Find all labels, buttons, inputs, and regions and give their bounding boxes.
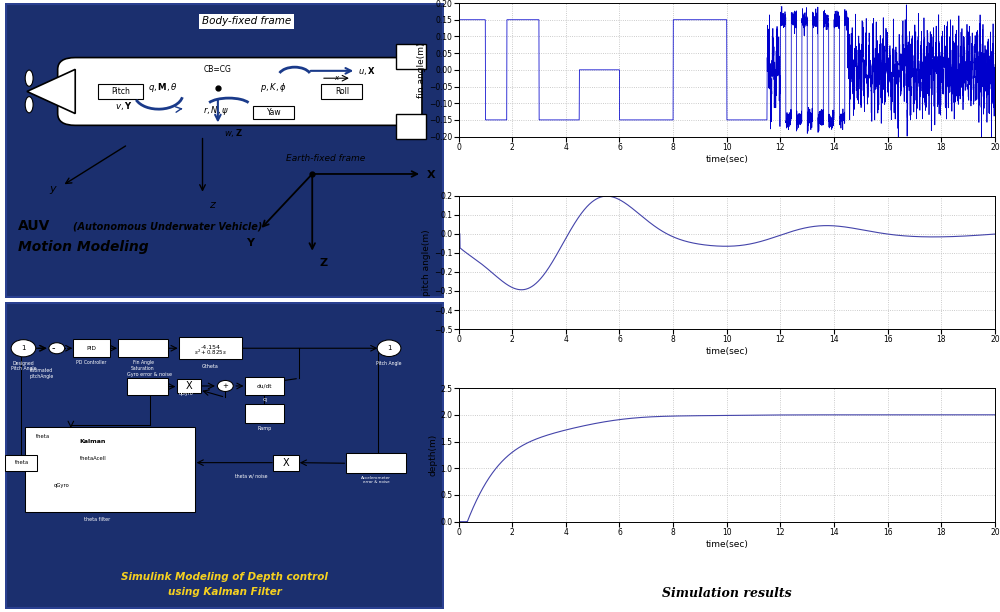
Text: Ramp: Ramp [257, 426, 272, 431]
FancyBboxPatch shape [73, 339, 110, 357]
Text: -4.154: -4.154 [200, 345, 220, 351]
Text: Designed
Pitch Angle: Designed Pitch Angle [11, 360, 36, 371]
Text: Motion Modeling: Motion Modeling [18, 239, 149, 253]
Text: $\mathbf{X}$: $\mathbf{X}$ [426, 168, 437, 180]
Text: PID: PID [87, 346, 97, 351]
FancyBboxPatch shape [273, 455, 299, 471]
Text: $r, N, \psi$: $r, N, \psi$ [203, 104, 228, 117]
Text: $q, \mathbf{M}, \theta$: $q, \mathbf{M}, \theta$ [148, 81, 178, 94]
Text: Gtheta: Gtheta [202, 364, 219, 369]
FancyBboxPatch shape [321, 84, 362, 99]
FancyBboxPatch shape [179, 337, 242, 359]
Text: Yaw: Yaw [267, 108, 281, 117]
Bar [396, 44, 426, 69]
Text: Earth-fixed frame: Earth-fixed frame [286, 154, 365, 163]
Text: Pitch: Pitch [111, 87, 130, 96]
FancyBboxPatch shape [346, 453, 406, 472]
Text: $z$: $z$ [209, 201, 217, 211]
Text: $y$: $y$ [49, 184, 58, 196]
Polygon shape [27, 69, 75, 114]
Text: $w, \mathbf{Z}$: $w, \mathbf{Z}$ [224, 127, 243, 140]
Text: Simulink Modeling of Depth control: Simulink Modeling of Depth control [121, 572, 328, 582]
Text: $s^2+0.825s$: $s^2+0.825s$ [194, 348, 227, 357]
Text: $x$: $x$ [334, 74, 341, 82]
X-axis label: time(sec): time(sec) [705, 347, 748, 356]
Text: du/dt: du/dt [257, 384, 272, 389]
Text: thetaAcell: thetaAcell [79, 455, 106, 461]
FancyBboxPatch shape [177, 379, 201, 393]
Text: $u, \mathbf{X}$: $u, \mathbf{X}$ [358, 65, 376, 77]
Text: $p, K, \phi$: $p, K, \phi$ [260, 81, 286, 94]
FancyBboxPatch shape [118, 339, 168, 357]
FancyBboxPatch shape [127, 378, 168, 395]
Text: qGyro: qGyro [179, 391, 194, 396]
Text: +: + [222, 383, 228, 389]
FancyBboxPatch shape [25, 427, 195, 512]
Text: qGyro: qGyro [53, 483, 69, 488]
Text: 1: 1 [387, 345, 391, 351]
FancyBboxPatch shape [253, 106, 294, 119]
Text: X: X [186, 381, 192, 391]
Text: Fin Angle
Saturation: Fin Angle Saturation [131, 360, 155, 371]
Text: $\mathbf{Y}$: $\mathbf{Y}$ [246, 236, 257, 248]
Text: q: q [262, 397, 266, 402]
Text: Gyro error & noise: Gyro error & noise [127, 372, 172, 378]
Y-axis label: fin angle(m): fin angle(m) [417, 42, 426, 97]
Y-axis label: depth(m): depth(m) [428, 434, 437, 476]
Ellipse shape [25, 70, 33, 86]
Text: theta: theta [36, 434, 50, 439]
FancyBboxPatch shape [98, 84, 143, 99]
Text: AUV: AUV [18, 219, 51, 233]
Text: (Autonomous Underwater Vehicle): (Autonomous Underwater Vehicle) [73, 222, 262, 232]
Text: CB=CG: CB=CG [204, 65, 232, 74]
X-axis label: time(sec): time(sec) [705, 155, 748, 163]
FancyBboxPatch shape [245, 404, 284, 423]
Circle shape [49, 343, 65, 354]
FancyBboxPatch shape [58, 58, 422, 125]
Text: Kalman: Kalman [80, 439, 106, 444]
Circle shape [217, 381, 233, 392]
FancyBboxPatch shape [245, 377, 284, 395]
Text: Body-fixed frame: Body-fixed frame [202, 17, 291, 26]
Text: theta w/ noise: theta w/ noise [235, 473, 267, 479]
Text: Roll: Roll [335, 87, 349, 96]
Text: $v, \mathbf{Y}$: $v, \mathbf{Y}$ [115, 100, 132, 112]
Circle shape [377, 340, 401, 357]
Text: Simulation results: Simulation results [662, 587, 792, 600]
Text: $\mathbf{Z}$: $\mathbf{Z}$ [319, 256, 328, 269]
Text: theta: theta [14, 460, 29, 465]
Text: X: X [283, 458, 289, 468]
Circle shape [11, 340, 36, 357]
Text: using Kalman Filter: using Kalman Filter [168, 587, 281, 597]
Text: theta filter: theta filter [84, 517, 110, 522]
Text: Accelerometer
error & noise: Accelerometer error & noise [361, 476, 391, 484]
X-axis label: time(sec): time(sec) [705, 540, 748, 549]
Ellipse shape [25, 97, 33, 113]
Text: Estimated
pitchAngle: Estimated pitchAngle [29, 368, 53, 379]
Text: PD Controller: PD Controller [76, 360, 107, 365]
FancyBboxPatch shape [5, 455, 37, 471]
Text: Pitch Angle: Pitch Angle [376, 360, 402, 365]
Y-axis label: pitch angle(m): pitch angle(m) [422, 229, 431, 296]
Text: -: - [52, 343, 55, 353]
Text: 1: 1 [21, 345, 26, 351]
Bar [396, 114, 426, 138]
